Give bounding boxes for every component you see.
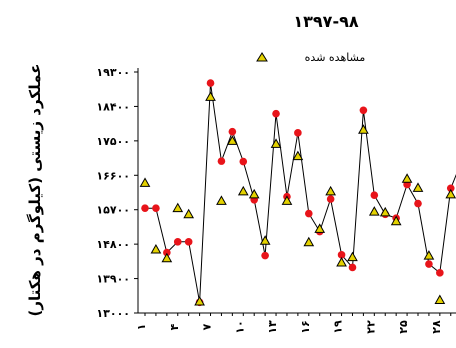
- x-tick-label: ۲۲: [364, 320, 377, 334]
- data-point-circle: [218, 157, 226, 165]
- data-point-circle: [174, 238, 182, 246]
- y-tick-label: ۱۳۰۰۰: [96, 307, 130, 320]
- x-tick-label: ۱۳: [266, 320, 279, 334]
- legend-triangle-marker: [257, 53, 267, 61]
- data-point-triangle: [141, 178, 150, 186]
- data-point-circle: [207, 79, 215, 87]
- x-axis: ۱ ۴ ۷ ۱۰ ۱۳ ۱۶ ۱۹ ۲۲ ۲۵ ۲۸: [135, 313, 456, 334]
- data-point-circle: [327, 195, 335, 203]
- data-point-triangle: [239, 187, 248, 195]
- data-point-triangle: [151, 245, 160, 253]
- data-point-circle: [239, 158, 247, 166]
- data-point-triangle: [414, 183, 423, 191]
- data-point-triangle: [326, 187, 335, 195]
- data-point-triangle: [348, 253, 357, 261]
- data-point-circle: [294, 129, 302, 137]
- data-point-circle: [261, 252, 269, 260]
- x-tick-label: ۷: [201, 323, 214, 330]
- x-tick-label: ۱: [135, 324, 148, 331]
- data-point-circle: [305, 210, 313, 218]
- series-line: [145, 83, 456, 302]
- y-tick-label: ۱۳۹۰۰: [96, 273, 130, 286]
- y-tick-label: ۱۸۴۰۰: [96, 100, 130, 113]
- x-tick-label: ۱۰: [233, 320, 246, 333]
- x-tick-label: ۲۸: [430, 320, 443, 334]
- data-point-circle: [414, 200, 422, 208]
- data-point-circle: [152, 204, 160, 212]
- chart-title: ۱۳۹۷-۹۸: [293, 12, 358, 31]
- x-tick-label: ۱۹: [332, 320, 345, 334]
- legend: مشاهده شده: [257, 51, 365, 64]
- x-tick-label: ۲۵: [397, 320, 410, 334]
- data-point-triangle: [435, 295, 444, 303]
- y-tick-label: ۱۵۷۰۰: [96, 204, 130, 217]
- data-point-triangle: [359, 125, 368, 133]
- data-point-triangle: [370, 207, 379, 215]
- data-point-triangle: [217, 196, 226, 204]
- data-point-circle: [349, 264, 357, 272]
- data-point-triangle: [184, 210, 193, 218]
- data-point-triangle: [446, 190, 455, 198]
- data-point-circle: [272, 110, 280, 118]
- data-point-circle: [436, 269, 444, 277]
- legend-label: مشاهده شده: [305, 51, 366, 64]
- data-point-circle: [425, 260, 433, 268]
- data-point-circle: [141, 204, 149, 212]
- data-point-circle: [229, 128, 237, 136]
- data-point-circle: [371, 191, 379, 199]
- data-point-circle: [185, 238, 193, 246]
- data-point-triangle: [162, 254, 171, 262]
- data-point-triangle: [173, 204, 182, 212]
- data-point-triangle: [403, 174, 412, 182]
- data-point-circle: [360, 106, 368, 114]
- y-tick-label: ۱۶۶۰۰: [96, 169, 130, 182]
- data-point-triangle: [250, 190, 259, 198]
- y-tick-label: ۱۴۸۰۰: [96, 238, 130, 251]
- y-tick-label: ۱۷۵۰۰: [96, 135, 130, 148]
- x-tick-label: ۱۶: [299, 320, 312, 333]
- y-tick-label: ۱۹۳۰۰: [96, 66, 130, 79]
- data-point-triangle: [206, 92, 215, 100]
- y-axis-title: عملکرد زیستی (کیلوگرم در هکتار): [26, 64, 44, 317]
- x-tick-label: ۴: [168, 323, 181, 330]
- data-point-triangle: [424, 251, 433, 259]
- y-axis: ۱۳۰۰۰ ۱۳۹۰۰ ۱۴۸۰۰ ۱۵۷۰۰ ۱۶۶۰۰ ۱۷۵۰۰ ۱۸۴۰۰ ۱۹۳۰۰: [96, 66, 138, 320]
- data-point-triangle: [304, 238, 313, 246]
- plot-area: [141, 79, 456, 306]
